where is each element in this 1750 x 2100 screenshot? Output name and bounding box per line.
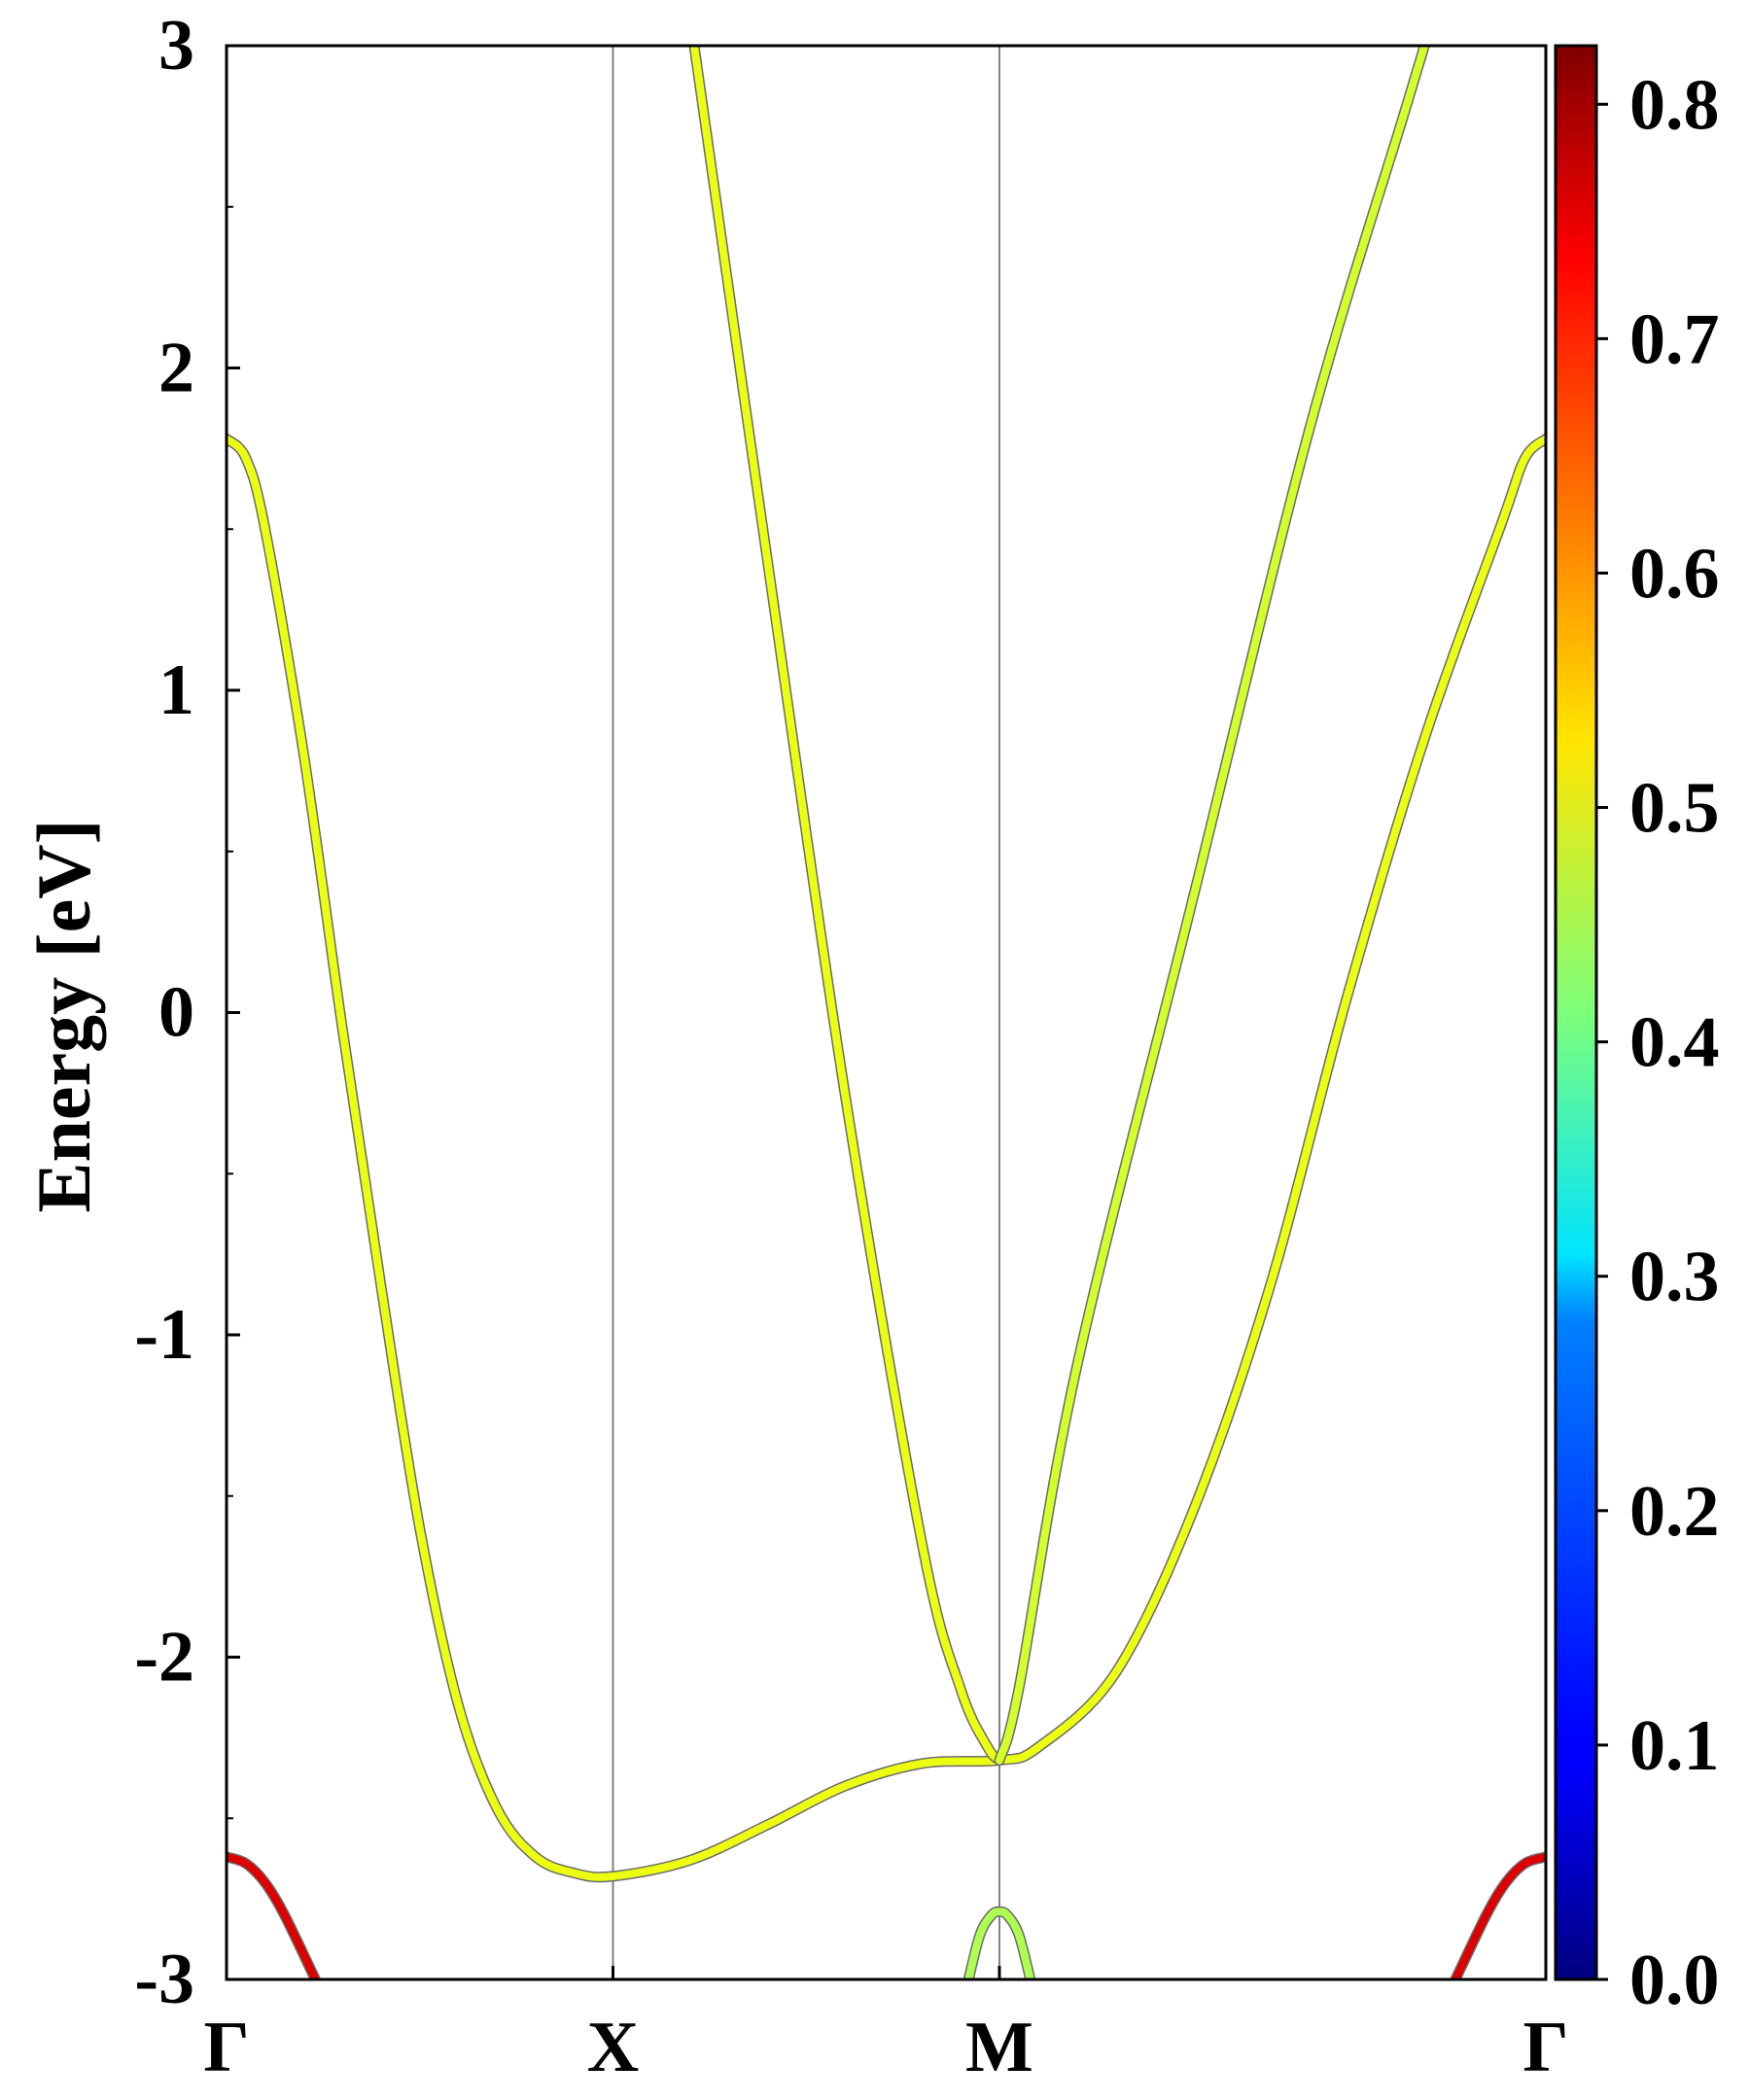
y-tick-label: -3: [134, 1940, 194, 2019]
colorbar-tick-label: 0.8: [1629, 65, 1720, 145]
colorbar-tick-label: 0.5: [1629, 769, 1720, 849]
colorbar-tick-label: 0.2: [1629, 1472, 1720, 1552]
band-line-5: [1452, 1853, 1546, 1979]
y-tick-label: -1: [134, 1295, 194, 1375]
y-axis-ticks: 3 2 1 0 -1 -2 -3: [134, 6, 240, 2019]
x-tick-label: Γ: [203, 2008, 249, 2087]
band-lines: [227, 46, 1546, 1979]
kpoint-divider-lines: [612, 46, 1000, 1979]
band-outline: [688, 46, 1005, 1767]
band-outline: [1450, 1851, 1546, 1979]
y-tick-label: 2: [158, 329, 194, 408]
band-outline: [227, 433, 1546, 1883]
band-outline: [994, 46, 1430, 1767]
colorbar-tick-label: 0.1: [1629, 1706, 1720, 1786]
y-tick-label: 1: [158, 650, 194, 730]
colorbar-ticks: 0.0 0.1 0.2 0.3 0.4 0.5 0.6 0.7 0.8: [1596, 65, 1720, 2020]
x-tick-label: Γ: [1522, 2008, 1568, 2087]
band-line-4: [227, 1853, 320, 1979]
y-tick-label: -2: [134, 1618, 194, 1698]
band-line-6: [964, 1908, 1034, 1979]
colorbar-tick-label: 0.3: [1629, 1238, 1720, 1317]
colorbar-tick-label: 0.7: [1629, 299, 1720, 379]
x-tick-label: X: [587, 2008, 639, 2087]
y-tick-label: 0: [158, 973, 194, 1053]
colorbar-tick-label: 0.6: [1629, 534, 1720, 613]
band-outline: [227, 1851, 321, 1979]
colorbar-tick-label: 0.4: [1629, 1003, 1720, 1083]
y-tick-label: 3: [158, 6, 194, 86]
band-line-3: [996, 46, 1429, 1765]
colorbar: [1554, 44, 1598, 1981]
band-line-2: [690, 46, 1003, 1765]
y-axis-title: Energy [eV]: [21, 819, 106, 1212]
band-line-1: [227, 435, 1546, 1881]
x-tick-label: M: [965, 2008, 1033, 2087]
colorbar-tick-label: 0.0: [1629, 1941, 1720, 2020]
